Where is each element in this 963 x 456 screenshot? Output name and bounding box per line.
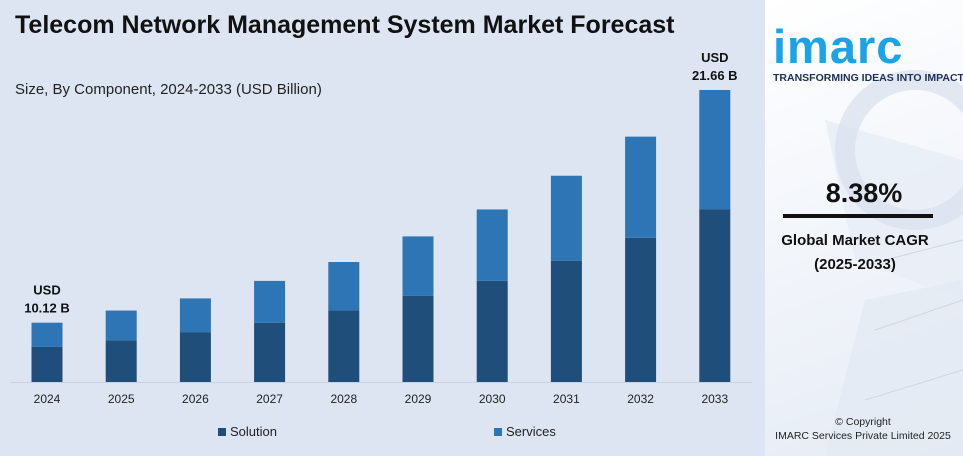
total-label-line1-2024: USD xyxy=(33,283,60,298)
chart-panel: Telecom Network Management System Market… xyxy=(10,11,752,439)
info-sidebar: imarc TRANSFORMING IDEAS INTO IMPACT 8.3… xyxy=(765,0,963,456)
bar-services-2027 xyxy=(254,280,286,323)
bar-services-2031 xyxy=(550,175,582,261)
bar-services-2030 xyxy=(476,209,508,281)
cagr-value: 8.38% xyxy=(825,178,903,208)
x-tick-label-2026: 2026 xyxy=(182,392,209,406)
cagr-label: Global Market CAGR (2025-2033) xyxy=(765,229,945,277)
legend-swatch-solution xyxy=(218,427,226,436)
cagr-divider xyxy=(783,214,933,218)
bar-solution-2024 xyxy=(31,346,63,382)
legend-label-services: Services xyxy=(506,424,556,439)
x-tick-label-2025: 2025 xyxy=(108,392,135,406)
total-label-line2-2033: 21.66 B xyxy=(692,68,738,83)
bar-solution-2027 xyxy=(254,322,286,382)
x-tick-label-2031: 2031 xyxy=(553,392,580,406)
legend-item-solution: Solution xyxy=(218,424,277,439)
copyright: © Copyright IMARC Services Private Limit… xyxy=(765,415,961,443)
x-tick-label-2030: 2030 xyxy=(479,392,506,406)
x-tick-label-2028: 2028 xyxy=(330,392,357,406)
bar-services-2028 xyxy=(328,262,360,311)
cagr-label-line1: Global Market CAGR xyxy=(781,232,929,249)
legend-item-services: Services xyxy=(494,424,556,439)
chart-title: Telecom Network Management System Market… xyxy=(15,11,675,39)
copyright-line1: © Copyright xyxy=(835,416,891,428)
total-label-line1-2033: USD xyxy=(701,50,728,65)
x-tick-label-2029: 2029 xyxy=(405,392,432,406)
bar-solution-2029 xyxy=(402,295,434,382)
cagr-label-line2: (2025-2033) xyxy=(814,256,896,273)
logo-tagline: TRANSFORMING IDEAS INTO IMPACT xyxy=(773,72,963,84)
x-tick-label-2032: 2032 xyxy=(627,392,654,406)
legend-swatch-services xyxy=(494,427,502,436)
bar-services-2026 xyxy=(179,298,211,333)
bar-services-2033 xyxy=(699,90,731,210)
bar-services-2032 xyxy=(625,136,657,238)
bar-services-2024 xyxy=(31,322,63,347)
stacked-bar-chart: 2024 USD 10.12 B 2025 2026 2027 2028 2029 2030 20… xyxy=(10,50,752,406)
bar-solution-2028 xyxy=(328,310,360,382)
bar-services-2025 xyxy=(105,310,137,341)
bar-solution-2026 xyxy=(179,332,211,382)
logo-wordmark: imarc xyxy=(773,20,904,73)
bar-solution-2030 xyxy=(476,280,508,382)
chart-subtitle: Size, By Component, 2024-2033 (USD Billi… xyxy=(15,81,322,98)
bar-solution-2025 xyxy=(105,340,137,382)
x-tick-label-2027: 2027 xyxy=(256,392,283,406)
bar-solution-2032 xyxy=(625,237,657,382)
decorative-background xyxy=(825,70,963,456)
bar-solution-2033 xyxy=(699,209,731,382)
total-label-line2-2024: 10.12 B xyxy=(24,301,70,316)
bar-services-2029 xyxy=(402,236,434,296)
copyright-line2: IMARC Services Private Limited 2025 xyxy=(775,430,951,442)
imarc-logo: imarc TRANSFORMING IDEAS INTO IMPACT xyxy=(773,20,963,84)
bar-solution-2031 xyxy=(550,260,582,382)
x-tick-label-2024: 2024 xyxy=(34,392,61,406)
legend-label-solution: Solution xyxy=(230,424,277,439)
x-tick-label-2033: 2033 xyxy=(701,392,728,406)
